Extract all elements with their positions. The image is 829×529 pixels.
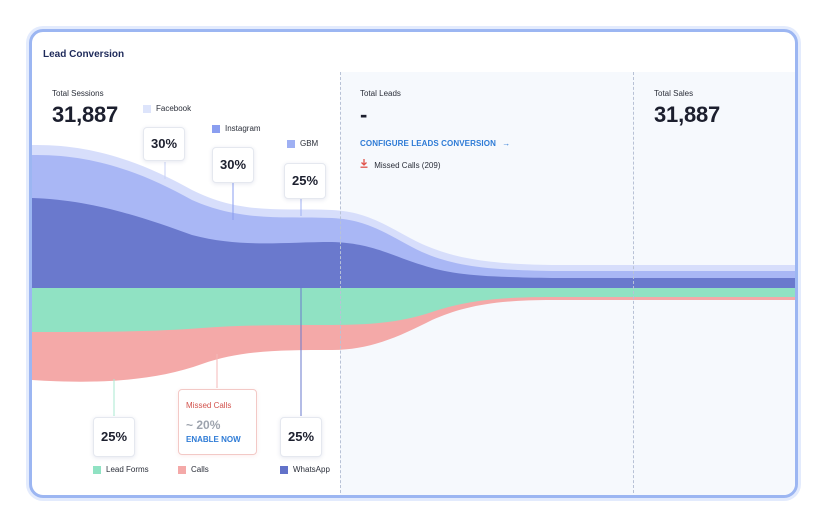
total-sales-label: Total Sales [654, 89, 694, 98]
total-sessions-label: Total Sessions [52, 89, 104, 98]
enable-now-link[interactable]: ENABLE NOW [186, 435, 241, 444]
whatsapp-band [32, 198, 795, 288]
legend-gbm-label: GBM [300, 139, 319, 148]
facebook-percent-callout: 30% [143, 127, 185, 161]
missed-calls-approx: ~ 20% [186, 418, 221, 432]
card-title: Lead Conversion [43, 49, 125, 60]
legend-whatsapp: WhatsApp [280, 465, 330, 474]
facebook-swatch [143, 104, 151, 113]
lead-forms-swatch [93, 465, 101, 474]
gbm-percent-callout: 25% [284, 163, 326, 199]
total-sales-value: 31,887 [654, 102, 721, 127]
gbm-swatch [287, 139, 295, 148]
instagram-swatch [212, 124, 220, 133]
legend-instagram-label: Instagram [225, 124, 261, 133]
configure-leads-link[interactable]: CONFIGURE LEADS CONVERSION → [360, 139, 510, 148]
lead-forms-band [32, 288, 795, 332]
lead-forms-percent-callout: 25% [93, 417, 135, 457]
whatsapp-percent-callout: 25% [280, 417, 322, 457]
total-sessions-value: 31,887 [52, 102, 119, 127]
legend-calls-label: Calls [191, 465, 209, 474]
missed-calls-card-title: Missed Calls [186, 401, 232, 410]
arrow-right-icon: → [502, 139, 511, 148]
configure-leads-label: CONFIGURE LEADS CONVERSION [360, 139, 496, 148]
legend-facebook: Facebook [143, 104, 191, 113]
missed-calls-count: Missed Calls (209) [374, 161, 441, 170]
stage-divider-sales [633, 72, 634, 495]
total-leads-value: - [360, 102, 368, 127]
stage-divider-leads [340, 72, 341, 495]
whatsapp-swatch [280, 465, 288, 474]
missed-calls-card: Missed Calls ~ 20% ENABLE NOW [178, 389, 257, 455]
lead-conversion-flow-chart [32, 144, 795, 416]
lead-conversion-card: Lead Conversion Total Sessions 31,887 To… [29, 29, 798, 498]
legend-whatsapp-label: WhatsApp [293, 465, 330, 474]
legend-calls: Calls [178, 465, 209, 474]
total-leads-label: Total Leads [360, 89, 401, 98]
legend-gbm: GBM [287, 139, 318, 148]
legend-lead-forms: Lead Forms [93, 465, 149, 474]
missed-calls-summary: Missed Calls (209) [360, 159, 440, 170]
instagram-percent-callout: 30% [212, 147, 254, 183]
legend-facebook-label: Facebook [156, 104, 192, 113]
download-icon [360, 159, 368, 170]
legend-lead-forms-label: Lead Forms [106, 465, 149, 474]
legend-instagram: Instagram [212, 124, 261, 133]
calls-swatch [178, 465, 186, 474]
